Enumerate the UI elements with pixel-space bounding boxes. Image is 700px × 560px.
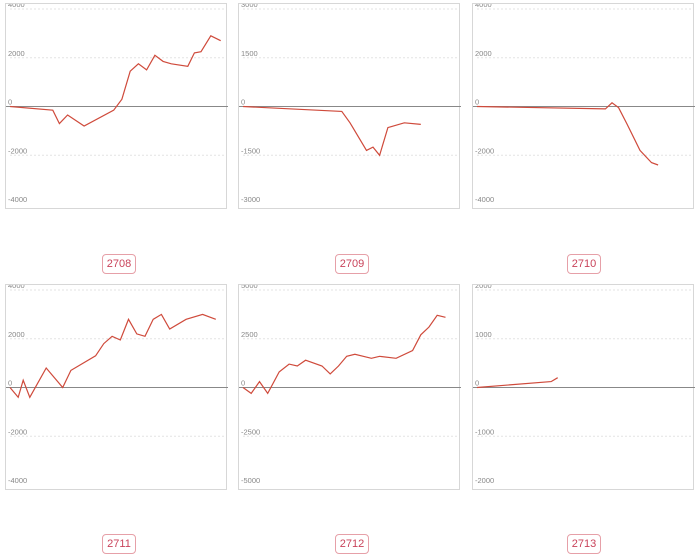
- contract-badge-2711[interactable]: 2711: [102, 534, 136, 554]
- y-tick-label: 0: [241, 379, 245, 388]
- contract-badge-2709[interactable]: 2709: [335, 254, 369, 274]
- chart-panel-2711: 4000 2000 0 -2000 -4000 13:00 16:00 19:00 22:00: [5, 284, 228, 491]
- chart-panel-2712: 5000 2500 0 -2500 -5000 13:00 16:00 19:00 22:00: [238, 284, 461, 491]
- y-tick-label: -2000: [8, 146, 27, 155]
- x-tick-label: 22:00: [190, 489, 209, 491]
- y-tick-label: 4000: [8, 285, 25, 290]
- y-tick-label: 2000: [475, 285, 492, 290]
- y-tick-label: -2500: [241, 427, 260, 436]
- y-tick-label: -2000: [475, 146, 494, 155]
- y-tick-label: 3000: [241, 4, 258, 9]
- x-tick-label: 13:00: [42, 489, 61, 491]
- y-tick-label: 2000: [8, 330, 25, 339]
- x-tick-label: 19:00: [374, 208, 393, 210]
- x-tick-label: 22:00: [190, 208, 209, 210]
- chart-panel-2708: 4000 2000 0 -2000 -4000 13:00 16:00 19:00 22:00: [5, 3, 228, 210]
- y-tick-label: 4000: [475, 4, 492, 9]
- chart-svg-2712: 5000 2500 0 -2500 -5000 13:00 16:00 19:00 22:00: [239, 285, 461, 491]
- y-tick-label: 0: [475, 379, 479, 388]
- chart-panel-2713: 2000 1000 0 -1000 -2000 13:00 16:00 19:00 22:00: [472, 284, 695, 491]
- y-tick-label: 5000: [241, 285, 258, 290]
- y-tick-label: 0: [475, 98, 479, 107]
- chart-svg-2713: 2000 1000 0 -1000 -2000 13:00 16:00 19:00 22:00: [473, 285, 695, 491]
- y-tick-label: -1000: [475, 427, 494, 436]
- x-tick-label: 16:00: [558, 208, 577, 210]
- y-tick-label: 0: [8, 98, 12, 107]
- y-tick-label: -2000: [475, 476, 494, 485]
- x-tick-label: 19:00: [608, 208, 627, 210]
- x-tick-label: 16:00: [324, 208, 343, 210]
- x-tick-label: 13:00: [509, 489, 528, 491]
- contract-badge-2708[interactable]: 2708: [102, 254, 136, 274]
- x-tick-label: 19:00: [141, 489, 160, 491]
- x-tick-label: 19:00: [608, 489, 627, 491]
- series-line: [9, 35, 221, 127]
- x-tick-label: 16:00: [91, 208, 110, 210]
- y-tick-label: -5000: [241, 476, 260, 485]
- series-line: [9, 313, 217, 399]
- y-tick-label: 2000: [8, 49, 25, 58]
- y-tick-label: 4000: [8, 4, 25, 9]
- y-tick-label: -2000: [8, 427, 27, 436]
- series-line: [476, 102, 659, 166]
- x-tick-label: 13:00: [275, 208, 294, 210]
- x-tick-label: 16:00: [558, 489, 577, 491]
- chart-svg-2710: 4000 2000 0 -2000 -4000 13:00 16:00 19:00 22:00: [473, 4, 695, 210]
- y-tick-label: 0: [241, 98, 245, 107]
- y-tick-label: -3000: [241, 195, 260, 204]
- series-line: [476, 377, 559, 389]
- chart-panel-2709: 3000 1500 0 -1500 -3000 13:00 16:00 19:00 22:00: [238, 3, 461, 210]
- x-tick-label: 22:00: [423, 208, 442, 210]
- x-tick-label: 13:00: [509, 208, 528, 210]
- chart-svg-2711: 4000 2000 0 -2000 -4000 13:00 16:00 19:00 22:00: [6, 285, 228, 491]
- x-tick-label: 22:00: [657, 208, 676, 210]
- x-tick-label: 22:00: [657, 489, 676, 491]
- x-tick-label: 19:00: [374, 489, 393, 491]
- y-tick-label: 1500: [241, 49, 258, 58]
- x-tick-label: 16:00: [324, 489, 343, 491]
- y-tick-label: 2500: [241, 330, 258, 339]
- y-tick-label: 0: [8, 379, 12, 388]
- x-tick-label: 19:00: [141, 208, 160, 210]
- y-tick-label: 2000: [475, 49, 492, 58]
- x-tick-label: 16:00: [91, 489, 110, 491]
- y-tick-label: -4000: [475, 195, 494, 204]
- chart-panel-2710: 4000 2000 0 -2000 -4000 13:00 16:00 19:00 22:00: [472, 3, 695, 210]
- contract-badge-2710[interactable]: 2710: [567, 254, 601, 274]
- x-tick-label: 13:00: [275, 489, 294, 491]
- series-line: [242, 314, 446, 395]
- y-tick-label: -4000: [8, 476, 27, 485]
- contract-badge-2712[interactable]: 2712: [335, 534, 369, 554]
- y-tick-label: 1000: [475, 330, 492, 339]
- series-line: [242, 105, 421, 157]
- y-tick-label: -1500: [241, 146, 260, 155]
- x-tick-label: 22:00: [423, 489, 442, 491]
- y-tick-label: -4000: [8, 195, 27, 204]
- chart-svg-2709: 3000 1500 0 -1500 -3000 13:00 16:00 19:00 22:00: [239, 4, 461, 210]
- x-tick-label: 13:00: [42, 208, 61, 210]
- contract-badge-2713[interactable]: 2713: [567, 534, 601, 554]
- chart-svg-2708: 4000 2000 0 -2000 -4000 13:00 16:00 19:00 22:00: [6, 4, 228, 210]
